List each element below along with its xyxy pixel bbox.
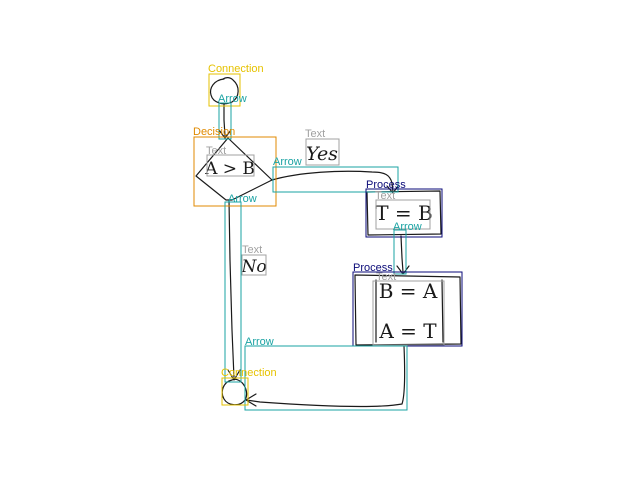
connection-bottom-bbox xyxy=(221,377,249,406)
text-no-bbox xyxy=(241,254,267,276)
arrow-2-bbox xyxy=(393,229,407,275)
start-to-decision-head xyxy=(218,129,232,139)
return-path-head xyxy=(245,393,257,407)
text-yes-label: Text xyxy=(305,128,325,140)
decision-condition-text: A > B xyxy=(204,159,255,179)
text-process-2-label: Text xyxy=(376,271,396,283)
no-path-head xyxy=(227,369,241,381)
return-path-stroke xyxy=(245,345,406,408)
text-process-2-bbox xyxy=(372,280,445,346)
process-2-rect xyxy=(354,274,462,346)
text-yes-bbox xyxy=(305,138,340,166)
no-path-stroke xyxy=(228,199,235,379)
arrow-no-label: Arrow xyxy=(228,193,257,205)
arrow-1-bbox xyxy=(218,102,232,140)
process-2-label: Process xyxy=(353,262,393,274)
yes-label-text: Yes xyxy=(306,143,338,165)
connection-top-bbox xyxy=(208,73,241,107)
annotation-layer: Connection Arrow Decision Text Arrow Tex… xyxy=(193,63,463,411)
step-2b-text: A = T xyxy=(378,319,437,343)
arrow-no-bbox xyxy=(224,201,242,383)
arrow-yes-bbox xyxy=(272,166,399,193)
step-2a-text: B = A xyxy=(379,279,438,303)
text-process-1-label: Text xyxy=(375,190,395,202)
start-to-decision-stroke xyxy=(223,103,226,137)
start-connector-circle xyxy=(209,77,239,105)
process-1-label: Process xyxy=(366,179,406,191)
process-2-right-rule xyxy=(441,279,444,343)
decision-bbox xyxy=(193,136,277,207)
step-1-text: T = B xyxy=(375,201,433,225)
process-1-bbox xyxy=(365,188,443,238)
process-1-to-2-stroke xyxy=(400,235,404,273)
ink-layer xyxy=(195,77,462,408)
text-decision-label: Text xyxy=(206,145,226,157)
decision-label: Decision xyxy=(193,126,235,138)
arrow-3-label: Arrow xyxy=(245,336,274,348)
arrow-1-label: Arrow xyxy=(218,93,247,105)
process-1-rect xyxy=(366,190,442,236)
connection-top-label: Connection xyxy=(208,63,264,75)
handwriting-layer: A > B Yes No T = B B = A A = T xyxy=(204,143,438,343)
end-connector-circle xyxy=(221,378,248,406)
text-process-1-bbox xyxy=(375,199,431,230)
arrow-2-label: Arrow xyxy=(393,221,422,233)
text-no-label: Text xyxy=(242,244,262,256)
yes-path-stroke xyxy=(271,170,394,193)
arrow-yes-label: Arrow xyxy=(273,156,302,168)
yes-path-head xyxy=(386,185,399,194)
text-decision-bbox xyxy=(206,154,255,177)
connection-bottom-label: Connection xyxy=(221,367,277,379)
no-label-text: No xyxy=(240,257,266,277)
